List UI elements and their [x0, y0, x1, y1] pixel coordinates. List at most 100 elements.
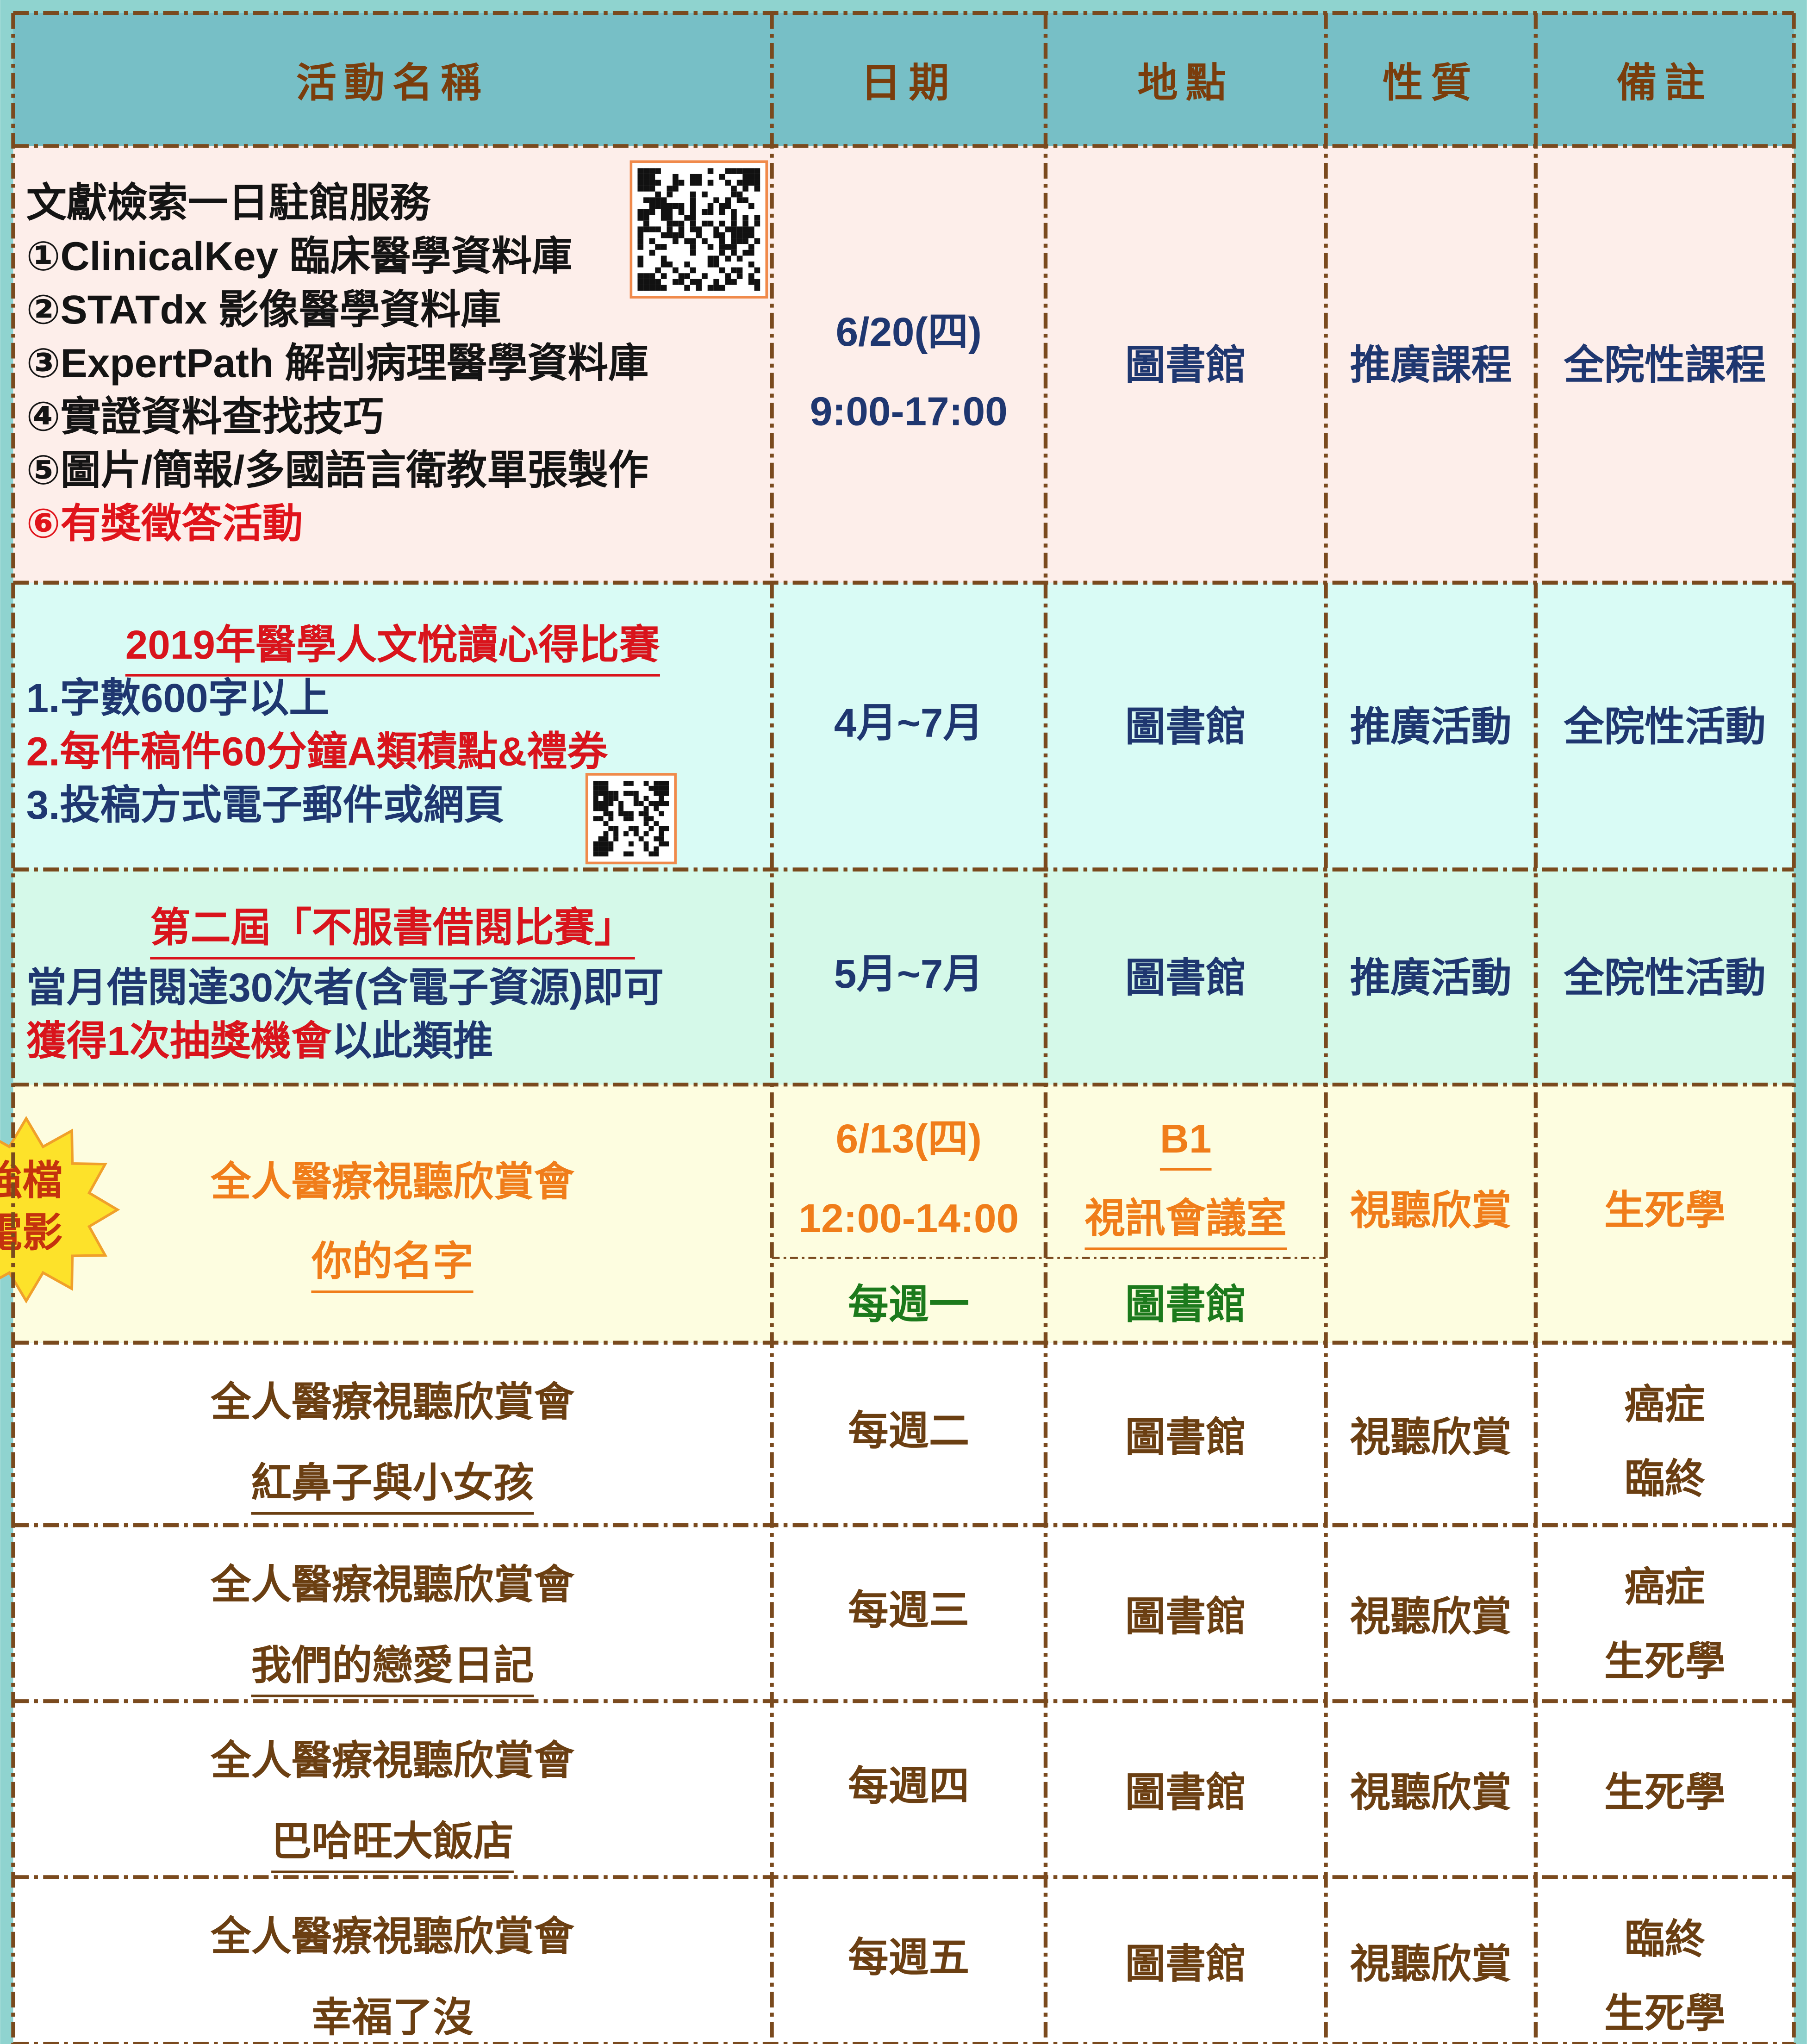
qr-module [623, 831, 629, 836]
cell-text: 生死學 [1604, 1770, 1726, 1815]
cell-text: 1.字數600字以上 [26, 675, 330, 721]
qr-module [667, 191, 673, 198]
qr-module [643, 180, 649, 186]
qr-module [690, 215, 696, 221]
qr-module [655, 203, 661, 209]
qr-module [690, 238, 696, 244]
qr-module [643, 279, 649, 285]
qr-module [643, 226, 649, 232]
qr-module [593, 801, 598, 806]
qr-module [748, 279, 754, 285]
qr-module [673, 232, 679, 238]
qr-module [648, 816, 654, 822]
badge-star [0, 1115, 120, 1304]
qr-module [654, 791, 659, 796]
cell-text: 生死學 [1604, 1991, 1726, 2036]
cell-text: B1 [1160, 1116, 1212, 1161]
qr-module [754, 174, 760, 180]
qr-module [713, 285, 719, 291]
qr-module [742, 186, 748, 192]
qr-module [707, 256, 714, 262]
qr-module [707, 168, 714, 174]
qr-module [731, 267, 737, 274]
header-cell: 備註 [1617, 60, 1713, 106]
qr-module [649, 203, 655, 209]
qr-module [678, 180, 685, 186]
qr-module [660, 215, 667, 221]
qr-module [598, 780, 604, 786]
qr-module [660, 232, 667, 238]
row-background [13, 1084, 1794, 1343]
qr-module [731, 191, 737, 198]
qr-module [660, 197, 667, 203]
qr-module [643, 806, 649, 811]
qr-module [667, 215, 673, 221]
qr-module [623, 851, 629, 857]
qr-module [736, 226, 743, 232]
qr-module [593, 846, 598, 852]
cell-text: 幸福了沒 [312, 1994, 474, 2040]
qr-module [598, 836, 604, 841]
row-background [13, 1342, 1794, 1526]
qr-module [684, 215, 690, 221]
qr-module [593, 791, 598, 796]
cell-text: 臨終 [1624, 1456, 1705, 1502]
qr-module [618, 811, 624, 816]
qr-module [654, 806, 659, 811]
header-cell: 日期 [860, 60, 957, 106]
qr-module [655, 279, 661, 285]
qr-module [696, 180, 702, 186]
qr-module [643, 273, 649, 279]
qr-module [742, 168, 748, 174]
qr-module [731, 244, 737, 250]
qr-module [707, 262, 714, 268]
row-background [13, 869, 1794, 1085]
qr-module [667, 226, 673, 232]
qr-module [754, 279, 760, 285]
qr-module [742, 174, 748, 180]
row-background [13, 1525, 1794, 1701]
qr-module [731, 279, 737, 285]
qr-module [628, 791, 634, 796]
cell-text: 全人醫療視聽欣賞會 [210, 1379, 574, 1425]
qr-module [654, 821, 659, 826]
qr-module [667, 262, 673, 268]
qr-module [643, 197, 649, 203]
qr-module [725, 168, 731, 174]
qr-module [613, 831, 619, 836]
qr-module [664, 841, 669, 847]
row-background [13, 1877, 1794, 2044]
qr-module [655, 180, 661, 186]
qr-module [660, 203, 667, 209]
qr-module [742, 232, 748, 238]
qr-module [649, 168, 655, 174]
qr-module [696, 174, 702, 180]
cell-text: 全院性活動 [1563, 704, 1766, 749]
qr-module [736, 232, 743, 238]
qr-module [731, 238, 737, 244]
cell-text: 推廣活動 [1350, 955, 1512, 1000]
cell-text: 5月~7月 [834, 951, 984, 997]
cell-text: 視聽欣賞 [1350, 1188, 1512, 1233]
qr-module [748, 174, 754, 180]
qr-module [678, 226, 685, 232]
qr-module [593, 785, 598, 791]
qr-module [648, 801, 654, 806]
qr-module [613, 796, 619, 801]
qr-module [748, 249, 754, 256]
qr-module [659, 826, 664, 831]
qr-module [637, 232, 644, 238]
qr-module [649, 174, 655, 180]
qr-module [702, 273, 708, 279]
qr-module [673, 238, 679, 244]
qr-module [690, 279, 696, 285]
qr-module [643, 209, 649, 215]
qr-module [637, 279, 644, 285]
qr-module [742, 215, 748, 221]
cell-text: 圖書館 [1125, 955, 1246, 1000]
qr-module [736, 267, 743, 274]
qr-module [643, 780, 649, 786]
qr-module [667, 220, 673, 227]
